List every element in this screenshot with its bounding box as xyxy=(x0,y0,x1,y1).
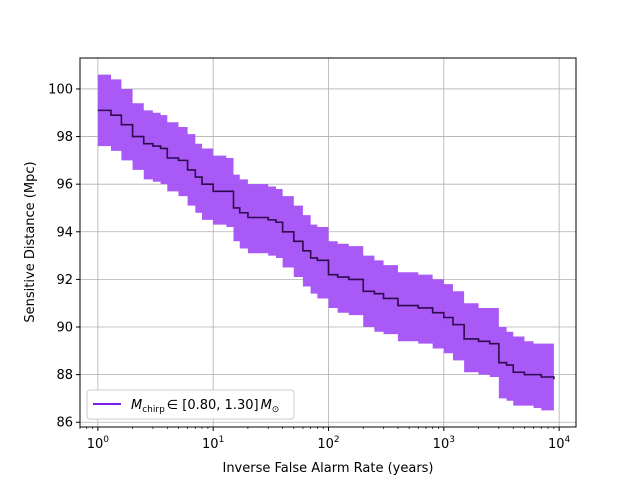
legend-range-text: ∈ [0.80, 1.30] xyxy=(167,398,259,413)
x-axis-ticks: 100 101 102 103 104 xyxy=(79,427,571,452)
y-tick-label: 90 xyxy=(56,321,73,336)
legend-unit-subscript: ⊙ xyxy=(272,405,280,415)
y-tick-label: 96 xyxy=(56,178,73,193)
y-tick-label: 98 xyxy=(56,130,73,145)
x-tick-label: 103 xyxy=(433,435,455,452)
legend-frame xyxy=(86,389,295,420)
legend-symbol: M xyxy=(131,398,142,413)
legend-unit-symbol: M xyxy=(261,398,272,413)
y-axis-ticks: 86 88 90 92 94 96 98 100 xyxy=(48,82,80,431)
series-line xyxy=(97,109,555,380)
x-tick-label: 100 xyxy=(87,435,110,452)
legend: Mchirp ∈ [0.80, 1.30] M⊙ xyxy=(86,389,295,420)
x-tick-label: 104 xyxy=(548,435,571,452)
y-tick-label: 94 xyxy=(56,225,73,240)
y-tick-label: 92 xyxy=(56,273,73,288)
y-tick-label: 86 xyxy=(56,416,73,431)
y-axis-label: Sensitive Distance (Mpc) xyxy=(23,161,38,322)
confidence-band xyxy=(97,74,554,413)
x-tick-label: 101 xyxy=(202,435,224,452)
x-tick-label: 102 xyxy=(317,435,339,452)
series-line-layer xyxy=(97,109,555,380)
legend-entry-label: Mchirp ∈ [0.80, 1.30] M⊙ xyxy=(131,398,279,415)
y-tick-label: 88 xyxy=(56,368,73,383)
legend-symbol-subscript: chirp xyxy=(142,405,165,415)
confidence-band-layer xyxy=(97,74,554,413)
plot-area-frame xyxy=(79,57,577,428)
x-axis-label: Inverse False Alarm Rate (years) xyxy=(222,461,433,476)
y-tick-label: 100 xyxy=(48,82,73,97)
